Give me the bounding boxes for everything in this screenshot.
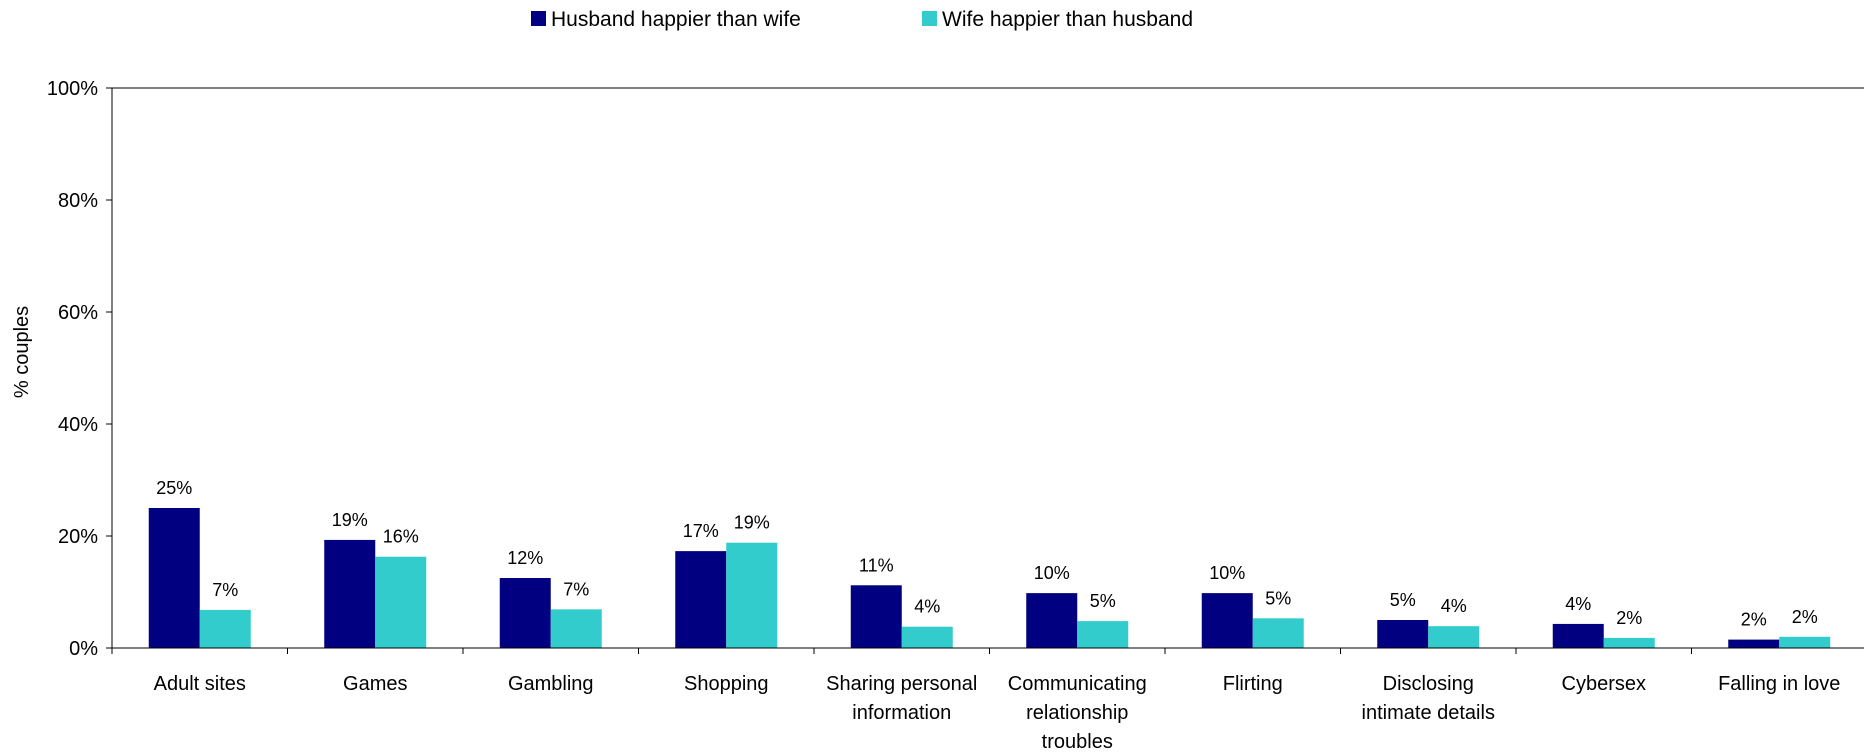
bar-wife-happier-than-husband-flirting xyxy=(1252,618,1304,648)
bars xyxy=(148,508,1831,648)
category-label: Games xyxy=(343,673,407,695)
data-label: 7% xyxy=(563,579,589,599)
bar-husband-happier-than-wife-communicating-relationship-troubles xyxy=(1026,593,1078,648)
data-label: 4% xyxy=(914,597,940,617)
data-label: 5% xyxy=(1265,588,1291,608)
y-tick-label: 80% xyxy=(58,190,98,212)
bar-wife-happier-than-husband-sharing-personal-information xyxy=(901,626,953,648)
category-labels: Adult sites Games Gambling Shopping Sharing … xyxy=(154,673,1841,753)
data-label: 19% xyxy=(332,510,368,530)
bar-wife-happier-than-husband-communicating-relationship-troubles xyxy=(1077,621,1129,648)
legend: Husband happier than wife Wife happier th… xyxy=(531,8,1193,31)
data-label: 2% xyxy=(1741,610,1767,630)
category-label: Falling in love xyxy=(1718,673,1840,695)
category-label: intimate details xyxy=(1362,702,1495,724)
bar-husband-happier-than-wife-shopping xyxy=(675,551,727,648)
y-tick-label: 100% xyxy=(47,78,98,100)
bar-husband-happier-than-wife-games xyxy=(324,539,376,648)
bar-husband-happier-than-wife-adult-sites xyxy=(148,508,200,648)
category-label: Cybersex xyxy=(1562,673,1646,695)
bar-wife-happier-than-husband-gambling xyxy=(550,609,602,648)
category-label: Gambling xyxy=(508,673,594,695)
bar-husband-happier-than-wife-cybersex xyxy=(1552,623,1604,648)
bar-husband-happier-than-wife-gambling xyxy=(499,578,551,648)
data-label: 7% xyxy=(212,580,238,600)
data-label: 10% xyxy=(1209,563,1245,583)
y-axis-title: % couples xyxy=(11,306,33,398)
category-label: Communicating xyxy=(1008,673,1147,695)
data-label: 17% xyxy=(683,521,719,541)
legend-swatch xyxy=(531,11,546,26)
data-label: 4% xyxy=(1565,594,1591,614)
category-label: Shopping xyxy=(684,673,769,695)
data-label: 10% xyxy=(1034,563,1070,583)
data-label: 11% xyxy=(859,555,894,575)
category-label: Sharing personal xyxy=(826,673,977,695)
bar-husband-happier-than-wife-sharing-personal-information xyxy=(850,585,902,648)
data-labels: 25% 7% 19% 16% 12% 7% 17% 19% 11% 4% 10% 5% 10% 5% 5% 4… xyxy=(156,478,1818,630)
bar-wife-happier-than-husband-disclosing-intimate-details xyxy=(1428,626,1480,648)
category-label: Flirting xyxy=(1223,673,1283,695)
bar-husband-happier-than-wife-disclosing-intimate-details xyxy=(1377,620,1429,648)
data-label: 5% xyxy=(1090,591,1116,611)
data-label: 19% xyxy=(734,513,770,533)
bar-husband-happier-than-wife-falling-in-love xyxy=(1728,639,1780,648)
y-tick-label: 0% xyxy=(69,638,98,660)
y-tick-label: 60% xyxy=(58,302,98,324)
data-label: 2% xyxy=(1616,608,1642,628)
legend-label: Wife happier than husband xyxy=(942,8,1193,31)
bar-wife-happier-than-husband-adult-sites xyxy=(199,609,251,648)
bar-wife-happier-than-husband-games xyxy=(375,556,427,648)
data-label: 4% xyxy=(1441,596,1467,616)
bar-wife-happier-than-husband-cybersex xyxy=(1603,637,1655,648)
y-axis-ticks: 0% 20% 40% 60% 80% 100% xyxy=(47,78,112,660)
data-label: 5% xyxy=(1390,590,1416,610)
data-label: 2% xyxy=(1792,607,1818,627)
legend-label: Husband happier than wife xyxy=(551,8,801,31)
data-label: 16% xyxy=(383,527,419,547)
category-label: Adult sites xyxy=(154,673,246,695)
y-tick-label: 40% xyxy=(58,414,98,436)
category-label: Disclosing xyxy=(1383,673,1474,695)
data-label: 25% xyxy=(156,478,192,498)
category-label: troubles xyxy=(1042,731,1113,753)
data-label: 12% xyxy=(507,548,543,568)
category-label: information xyxy=(852,702,951,724)
bar-husband-happier-than-wife-flirting xyxy=(1201,593,1253,648)
bar-wife-happier-than-husband-falling-in-love xyxy=(1779,636,1831,648)
legend-swatch xyxy=(922,11,937,26)
x-axis-ticks xyxy=(111,648,1692,654)
bar-wife-happier-than-husband-shopping xyxy=(726,542,778,648)
category-label: relationship xyxy=(1026,702,1128,724)
y-tick-label: 20% xyxy=(58,526,98,548)
